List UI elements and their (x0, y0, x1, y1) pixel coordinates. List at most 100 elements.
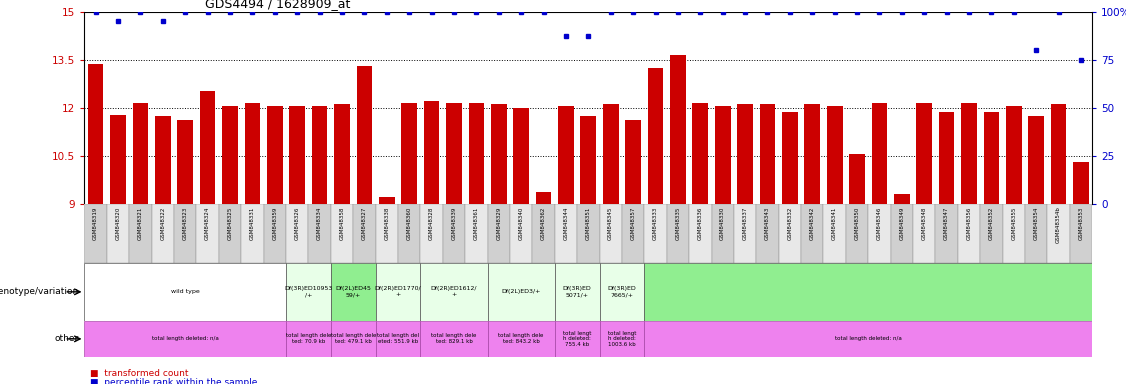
Text: GSM848327: GSM848327 (361, 207, 367, 240)
Text: GSM848349: GSM848349 (900, 207, 904, 240)
Bar (488, 321, 555, 357)
Text: GSM848335: GSM848335 (676, 207, 680, 240)
Bar (286, 204, 309, 263)
Bar (401, 103, 417, 204)
Bar (647, 68, 663, 204)
Bar (783, 113, 797, 204)
Bar (667, 204, 689, 263)
Bar (738, 104, 753, 204)
Bar (599, 263, 644, 321)
Bar (397, 204, 420, 263)
Bar (712, 204, 734, 263)
Text: GSM848344: GSM848344 (563, 207, 569, 240)
Text: GSM848350: GSM848350 (855, 207, 859, 240)
Text: GSM848362: GSM848362 (542, 207, 546, 240)
Bar (734, 204, 757, 263)
Bar (309, 204, 331, 263)
Text: total length dele
ted: 479.1 kb: total length dele ted: 479.1 kb (331, 333, 376, 344)
Text: GSM848351: GSM848351 (586, 207, 591, 240)
Bar (917, 103, 932, 204)
Text: GSM848357: GSM848357 (631, 207, 635, 240)
Text: GSM848361: GSM848361 (474, 207, 479, 240)
Text: GSM848336: GSM848336 (698, 207, 703, 240)
Bar (244, 103, 260, 204)
Bar (555, 321, 599, 357)
Bar (644, 321, 1092, 357)
Text: total lengt
h deleted:
1003.6 kb: total lengt h deleted: 1003.6 kb (608, 331, 636, 347)
Text: Df(2R)ED1612/
+: Df(2R)ED1612/ + (431, 286, 477, 297)
Bar (286, 321, 331, 357)
Text: GSM848341: GSM848341 (832, 207, 837, 240)
Text: GSM848319: GSM848319 (93, 207, 98, 240)
Text: GSM848347: GSM848347 (945, 207, 949, 240)
Bar (891, 204, 913, 263)
Bar (423, 101, 439, 204)
Bar (715, 106, 731, 204)
Text: Df(3R)ED
7665/+: Df(3R)ED 7665/+ (608, 286, 636, 297)
Bar (354, 204, 376, 263)
Text: total lengt
h deleted:
755.4 kb: total lengt h deleted: 755.4 kb (563, 331, 591, 347)
Text: GSM848337: GSM848337 (743, 207, 748, 240)
Text: GSM848320: GSM848320 (116, 207, 120, 240)
Text: genotype/variation: genotype/variation (0, 287, 79, 296)
Bar (558, 106, 574, 204)
Text: GSM848340: GSM848340 (519, 207, 524, 240)
Bar (555, 263, 599, 321)
Text: GSM848359: GSM848359 (272, 207, 277, 240)
Bar (801, 204, 823, 263)
Bar (446, 103, 462, 204)
Bar (133, 103, 149, 204)
Bar (312, 106, 328, 204)
Bar (1025, 204, 1047, 263)
Bar (420, 204, 443, 263)
Text: wild type: wild type (171, 289, 199, 295)
Bar (420, 263, 488, 321)
Bar (357, 66, 373, 204)
Text: GSM848330: GSM848330 (721, 207, 725, 240)
Bar (602, 104, 618, 204)
Bar (443, 204, 465, 263)
Bar (510, 204, 533, 263)
Text: GSM848353: GSM848353 (1079, 207, 1083, 240)
Bar (760, 104, 776, 204)
Bar (581, 116, 596, 204)
Bar (84, 263, 286, 321)
Bar (468, 103, 484, 204)
Bar (241, 204, 263, 263)
Bar (88, 65, 104, 204)
Bar (1047, 204, 1070, 263)
Text: GSM848348: GSM848348 (922, 207, 927, 240)
Text: GSM848346: GSM848346 (877, 207, 882, 240)
Bar (823, 204, 846, 263)
Bar (826, 106, 842, 204)
Text: Df(3R)ED
5071/+: Df(3R)ED 5071/+ (563, 286, 591, 297)
Bar (846, 204, 868, 263)
Text: GSM848339: GSM848339 (452, 207, 456, 240)
Text: GSM848328: GSM848328 (429, 207, 434, 240)
Text: Df(2L)ED45
59/+: Df(2L)ED45 59/+ (336, 286, 372, 297)
Bar (222, 106, 238, 204)
Bar (779, 204, 801, 263)
Text: GSM848354: GSM848354 (1034, 207, 1038, 240)
Text: total length dele
ted: 70.9 kb: total length dele ted: 70.9 kb (286, 333, 331, 344)
Bar (984, 113, 999, 204)
Text: Df(3R)ED10953
/+: Df(3R)ED10953 /+ (284, 286, 332, 297)
Bar (913, 204, 936, 263)
Bar (488, 204, 510, 263)
Bar (757, 204, 779, 263)
Bar (958, 204, 981, 263)
Text: total length deleted: n/a: total length deleted: n/a (152, 336, 218, 341)
Text: GSM848358: GSM848358 (340, 207, 345, 240)
Bar (599, 204, 622, 263)
Text: total length dele
ted: 829.1 kb: total length dele ted: 829.1 kb (431, 333, 476, 344)
Text: GSM848355: GSM848355 (1011, 207, 1017, 240)
Text: GSM848356: GSM848356 (966, 207, 972, 240)
Bar (175, 204, 196, 263)
Text: total length dele
ted: 843.2 kb: total length dele ted: 843.2 kb (499, 333, 544, 344)
Bar (491, 104, 507, 204)
Text: GSM848331: GSM848331 (250, 207, 254, 240)
Text: GSM848322: GSM848322 (160, 207, 166, 240)
Bar (286, 263, 331, 321)
Text: GSM848345: GSM848345 (608, 207, 614, 240)
Bar (420, 321, 488, 357)
